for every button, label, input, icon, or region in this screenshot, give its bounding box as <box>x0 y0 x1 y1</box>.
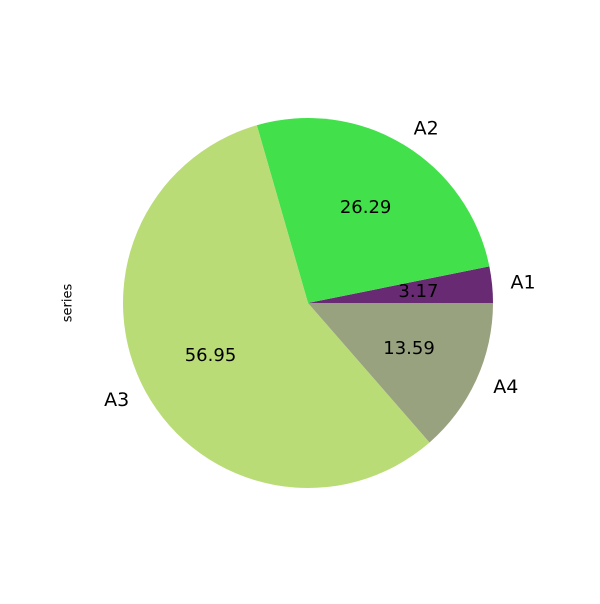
value-label-a4: 13.59 <box>383 338 435 359</box>
value-label-a1: 3.17 <box>398 281 438 302</box>
category-label-a4: A4 <box>493 376 518 398</box>
pie-slice-a1 <box>308 266 493 303</box>
category-label-a2: A2 <box>414 118 439 140</box>
pie-slice-a4 <box>308 303 493 443</box>
pie-slice-a3 <box>123 125 430 489</box>
category-label-a1: A1 <box>510 271 535 293</box>
value-label-a2: 26.29 <box>340 197 392 218</box>
value-label-a3: 56.95 <box>185 345 237 366</box>
y-axis-label: series <box>61 284 76 323</box>
pie-labels: A1 3.17 A2 26.29 A3 56.95 A4 13.59 <box>104 118 535 411</box>
pie-slice-a2 <box>256 118 490 304</box>
pie-slices <box>123 118 493 489</box>
category-label-a3: A3 <box>104 389 129 411</box>
